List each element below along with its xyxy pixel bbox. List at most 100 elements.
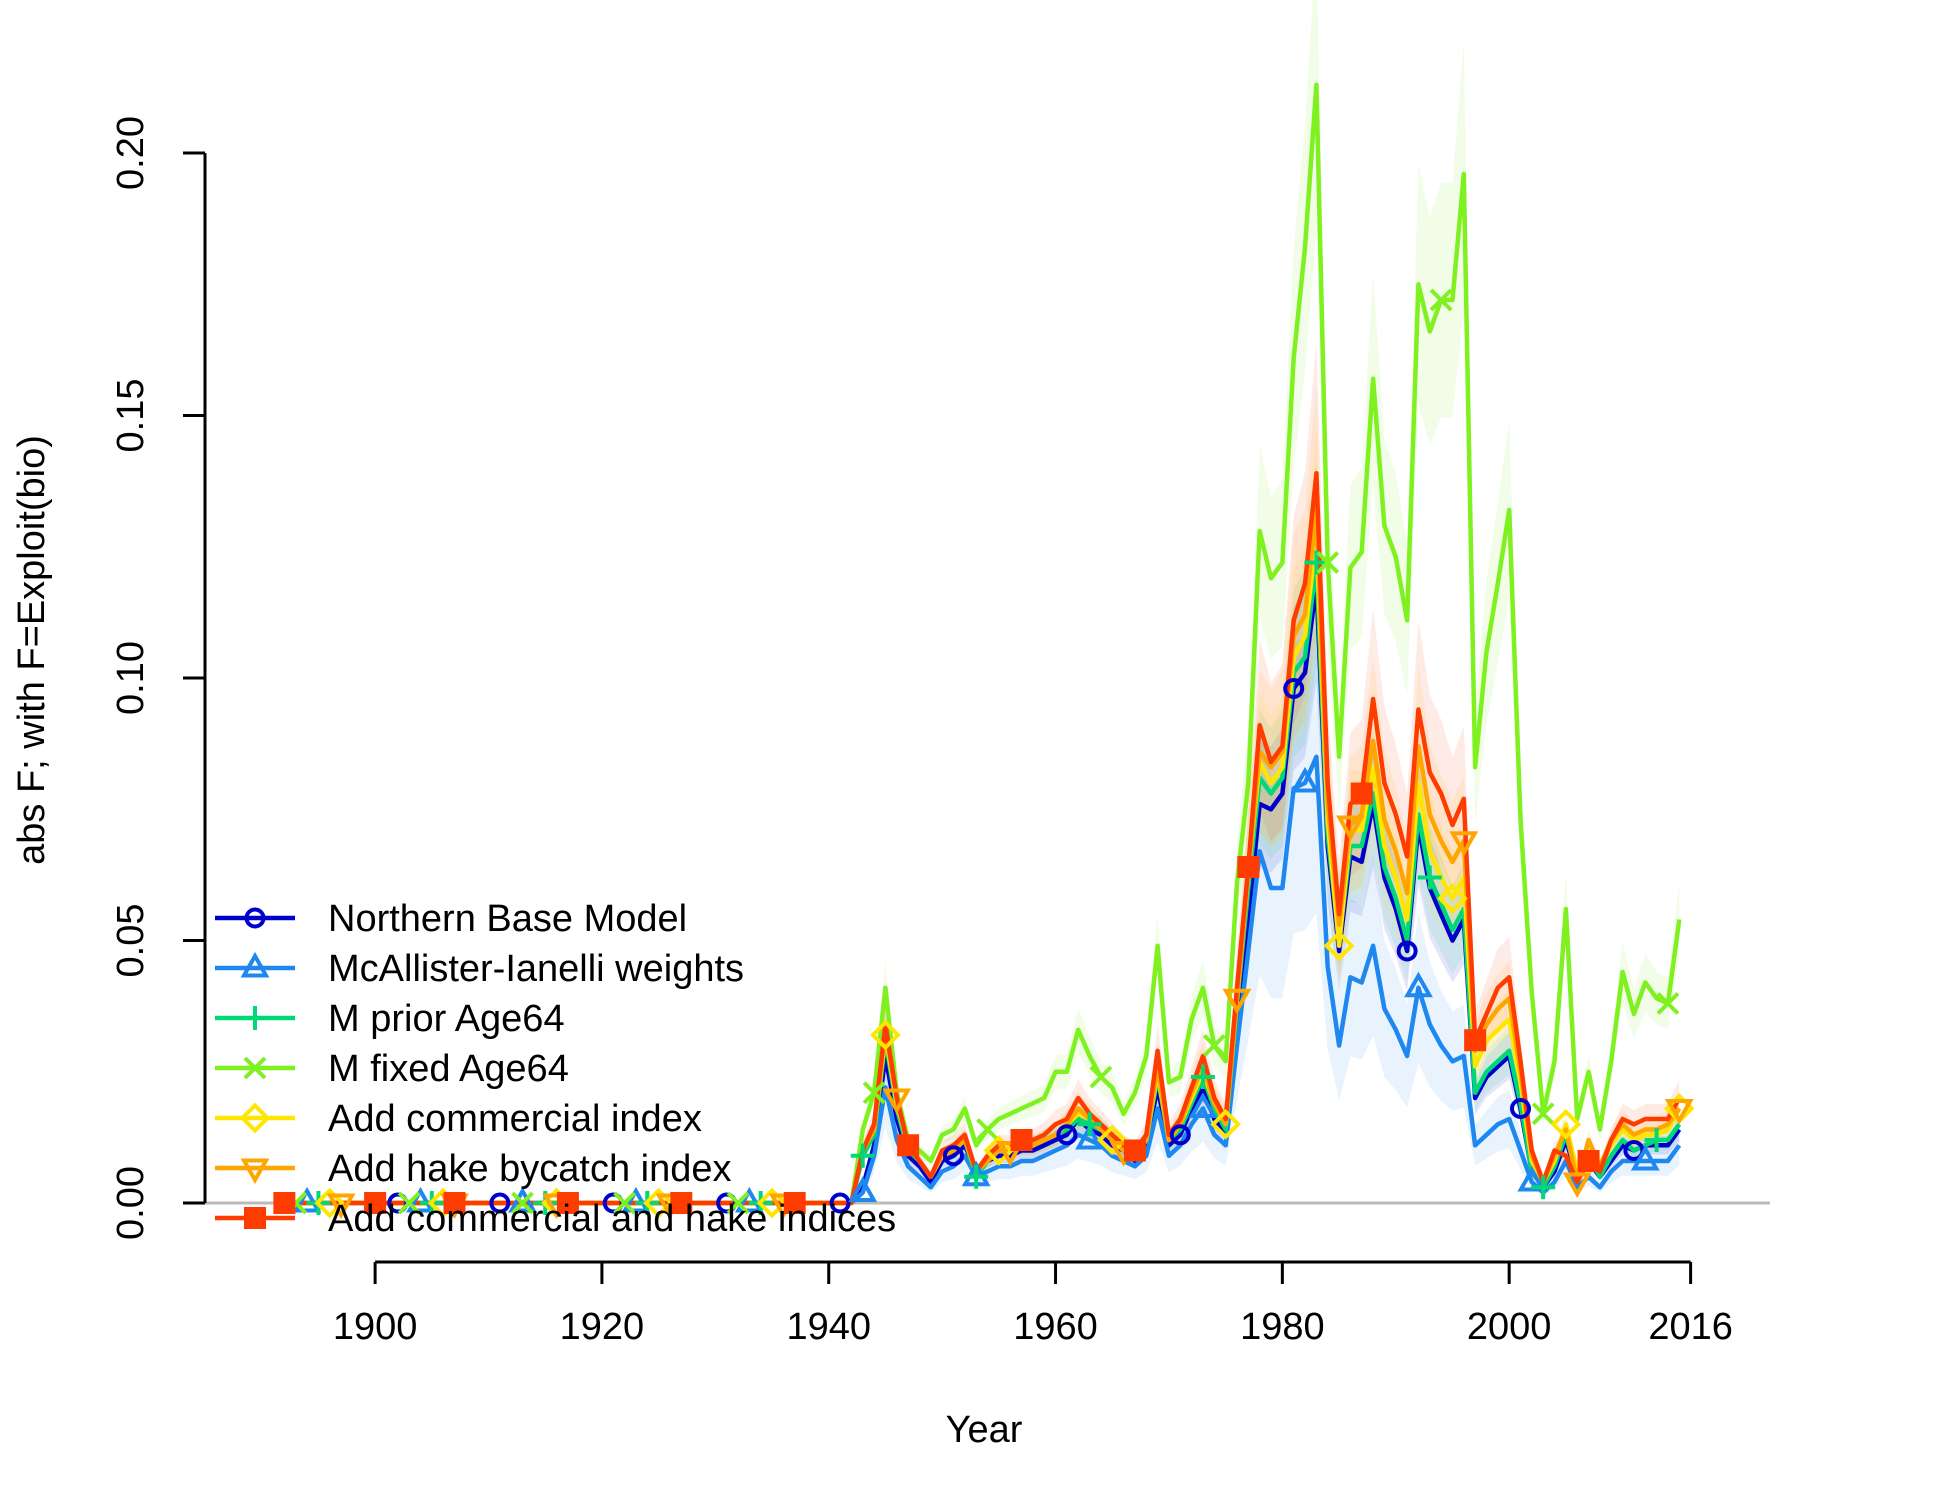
series-6-marker-6 — [882, 1088, 912, 1115]
series-2-marker-8 — [1075, 1123, 1104, 1150]
series-5-marker-4 — [643, 1187, 674, 1219]
series-4-marker-10 — [1316, 551, 1340, 574]
series-5-marker-7 — [983, 1135, 1015, 1166]
series-line-7 — [284, 470, 1682, 1206]
series-7-marker-12 — [1464, 1029, 1487, 1052]
series-4-marker-11 — [1429, 288, 1453, 312]
y-tick-label-2: 0.05 — [110, 904, 152, 978]
series-1-marker-3 — [489, 1192, 511, 1214]
series-4-marker-9 — [1202, 1034, 1226, 1057]
series-2-marker-13 — [1630, 1144, 1660, 1171]
legend-marker-3 — [243, 1006, 267, 1030]
series-6-marker-1 — [326, 1193, 356, 1220]
series-7-marker-6 — [783, 1192, 806, 1214]
series-2-marker-5 — [734, 1186, 764, 1213]
series-5-marker-5 — [756, 1187, 788, 1219]
y-tick-label-3: 0.10 — [110, 641, 152, 715]
series-3-marker-10 — [1304, 550, 1329, 575]
series-1-marker-7 — [942, 1145, 964, 1167]
series-7-marker-5 — [670, 1192, 693, 1214]
series-2-marker-12 — [1517, 1165, 1547, 1192]
legend-label-1: Northern Base Model — [328, 898, 687, 940]
legend-label-2: McAllister-Ianelli weights — [328, 948, 744, 990]
series-6-marker-9 — [1222, 988, 1252, 1015]
series-1-marker-10 — [1283, 678, 1305, 699]
series-5-marker-12 — [1550, 1108, 1582, 1140]
series-4-marker-7 — [976, 1118, 999, 1141]
y-tick-label-4: 0.15 — [110, 379, 152, 453]
series-6-marker-13 — [1664, 1099, 1694, 1125]
series-7-marker-2 — [364, 1192, 387, 1214]
series-1-marker-8 — [1056, 1124, 1078, 1146]
series-5-marker-10 — [1323, 930, 1355, 962]
series-4-marker-2 — [397, 1191, 421, 1215]
series-5-marker-1 — [314, 1187, 346, 1219]
series-1-marker-5 — [716, 1192, 738, 1214]
series-4-marker-8 — [1089, 1065, 1113, 1089]
series-2-marker-6 — [848, 1176, 878, 1202]
series-5-marker-6 — [870, 1019, 901, 1051]
legend-marker-7 — [244, 1207, 266, 1229]
series-7-marker-4 — [556, 1192, 579, 1214]
legend-marker-6 — [240, 1158, 270, 1185]
y-axis-label: abs F; with F=Exploit(bio) — [11, 435, 53, 865]
series-3-marker-7 — [964, 1164, 989, 1189]
x-tick-label-6: 2000 — [1467, 1306, 1552, 1348]
series-line-4 — [284, 82, 1682, 1206]
series-2-marker-2 — [406, 1186, 435, 1213]
legend-marker-5 — [239, 1102, 271, 1134]
series-3-marker-11 — [1417, 865, 1442, 890]
series-4-marker-3 — [511, 1191, 534, 1215]
series-1-marker-12 — [1510, 1098, 1532, 1119]
uncertainty-band-4 — [862, 0, 1680, 1167]
series-2-marker-11 — [1404, 971, 1433, 998]
x-tick-label-1: 1900 — [333, 1306, 418, 1348]
uncertainty-band-6 — [862, 385, 1680, 1186]
series-5-marker-9 — [1210, 1108, 1241, 1140]
series-3-marker-12 — [1531, 1175, 1556, 1200]
y-tick-label-1: 0.00 — [110, 1166, 152, 1240]
legend-marker-4 — [243, 1056, 267, 1080]
series-7-marker-9 — [1123, 1139, 1146, 1162]
series-7-marker-13 — [1577, 1150, 1600, 1172]
x-tick-label-5: 1980 — [1240, 1306, 1325, 1348]
uncertainty-band-2 — [862, 600, 1680, 1197]
uncertainty-band-3 — [862, 460, 1680, 1190]
y-tick-label-5: 0.20 — [110, 116, 152, 190]
series-3-marker-13 — [1644, 1128, 1669, 1152]
series-7-marker-7 — [897, 1134, 920, 1157]
legend-label-3: M prior Age64 — [328, 998, 565, 1040]
legend-label-4: M fixed Age64 — [328, 1048, 569, 1090]
legend: Northern Base Model McAllister-Ianelli we… — [215, 898, 896, 1240]
series-1-marker-4 — [602, 1192, 624, 1214]
series-4-marker-13 — [1656, 992, 1680, 1015]
series-1-marker-2 — [387, 1192, 409, 1214]
series-1-marker-6 — [829, 1192, 851, 1214]
series-3-marker-6 — [850, 1143, 875, 1168]
axes: 0.00 0.05 0.10 0.15 0.20 1900 1920 1940 1960 1980… — [110, 116, 1733, 1348]
series-5-marker-8 — [1096, 1124, 1128, 1156]
series-2-marker-1 — [292, 1186, 322, 1213]
series-4-marker-5 — [726, 1191, 750, 1215]
series-2-marker-4 — [621, 1186, 651, 1213]
x-tick-label-7: 2016 — [1648, 1306, 1733, 1348]
series-markers — [273, 288, 1695, 1220]
series-6-marker-10 — [1335, 815, 1365, 842]
series-6-marker-7 — [995, 1141, 1025, 1167]
uncertainty-band-1 — [862, 484, 1680, 1190]
series-2-marker-9 — [1188, 1092, 1218, 1118]
series-4-marker-12 — [1531, 1102, 1555, 1126]
series-5-marker-11 — [1437, 883, 1468, 914]
x-tick-label-3: 1940 — [786, 1306, 871, 1348]
legend-marker-1 — [244, 907, 266, 929]
legend-label-5: Add commercial index — [328, 1098, 702, 1140]
series-6-marker-12 — [1562, 1172, 1592, 1199]
series-7-marker-1 — [273, 1192, 296, 1214]
series-3-marker-8 — [1077, 1112, 1102, 1137]
series-6-marker-11 — [1449, 831, 1479, 857]
series-1-marker-11 — [1396, 940, 1418, 962]
x-axis-label: Year — [946, 1409, 1023, 1451]
series-7-marker-11 — [1350, 782, 1373, 805]
x-tick-label-2: 1920 — [560, 1306, 645, 1348]
